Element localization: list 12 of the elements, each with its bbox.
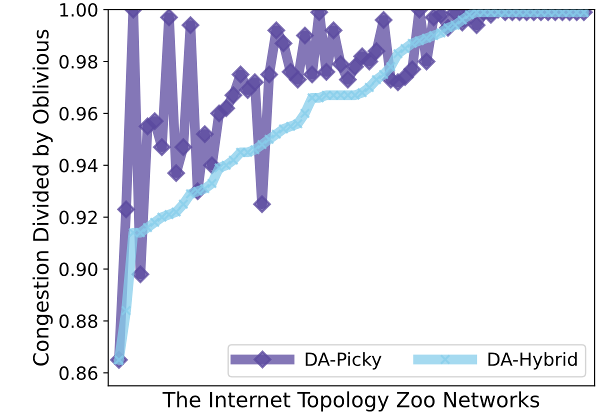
y-tick-label: 0.96 — [59, 106, 98, 121]
y-tick-label: 0.92 — [59, 210, 97, 224]
y-tick-label: 0.86 — [59, 366, 98, 380]
y-tick-label: 0.98 — [59, 54, 98, 69]
y-tick-label: 0.94 — [59, 158, 98, 172]
y-tick-label: 0.88 — [59, 314, 98, 328]
legend-label: DA-Picky — [306, 352, 382, 370]
y-tick-label: 0.90 — [59, 262, 98, 276]
y-axis-title: Congestion Divided by Oblivious — [32, 30, 53, 366]
legend-label: DA-Hybrid — [488, 352, 577, 370]
y-tick-label: 1.00 — [60, 3, 98, 17]
x-axis-title: The Internet Topology Zoo Networks — [162, 391, 540, 412]
